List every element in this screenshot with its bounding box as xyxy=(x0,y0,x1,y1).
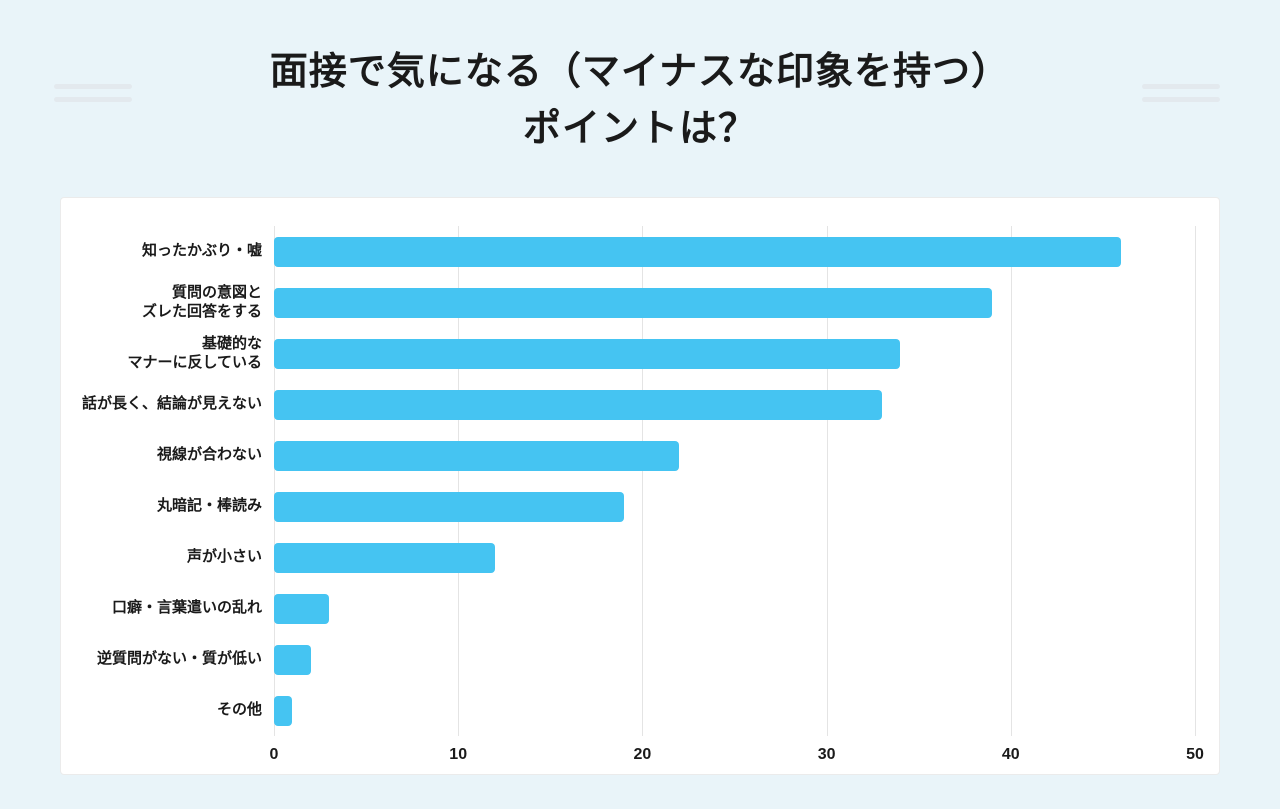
gridline xyxy=(458,226,460,736)
bar-row xyxy=(274,634,1195,685)
chart-card: 知ったかぶり・嘘質問の意図と ズレた回答をする基礎的な マナーに反している話が長… xyxy=(60,197,1220,775)
category-labels: 知ったかぶり・嘘質問の意図と ズレた回答をする基礎的な マナーに反している話が長… xyxy=(71,226,274,736)
title-decor-right xyxy=(1142,84,1220,110)
bar xyxy=(274,644,311,675)
category-label: 話が長く、結論が見えない xyxy=(81,395,262,413)
category-label: 声が小さい xyxy=(186,548,262,566)
x-tick-label: 30 xyxy=(817,746,836,763)
page-title-line2: ポイントは？ xyxy=(522,108,757,150)
category-label: 基礎的な マナーに反している xyxy=(127,334,262,371)
decor-line xyxy=(1142,84,1220,89)
page-header: 面接で気になる（マイナスな印象を持つ） ポイントは？ xyxy=(0,0,1280,158)
bar xyxy=(274,338,901,369)
bar xyxy=(274,440,680,471)
x-tick-label: 40 xyxy=(1001,746,1020,763)
bar xyxy=(274,542,496,573)
category-label: 質問の意図と ズレた回答をする xyxy=(141,283,262,320)
gridline xyxy=(826,226,828,736)
decor-line xyxy=(54,97,132,102)
bar xyxy=(274,491,624,522)
bar xyxy=(274,389,882,420)
bar-row xyxy=(274,379,1195,430)
title-decor-left xyxy=(54,84,132,110)
decor-line xyxy=(1142,97,1220,102)
category-label: その他 xyxy=(216,701,262,719)
page-title-line1: 面接で気になる（マイナスな印象を持つ） xyxy=(269,51,1011,93)
category-label: 丸暗記・棒読み xyxy=(156,497,262,515)
bar-row xyxy=(274,481,1195,532)
x-tick-label: 0 xyxy=(269,746,279,763)
gridline xyxy=(1195,226,1196,736)
decor-line xyxy=(54,84,132,89)
category-label: 口癖・言葉遣いの乱れ xyxy=(111,599,262,617)
bar xyxy=(274,287,993,318)
category-label: 逆質問がない・質が低い xyxy=(96,650,262,668)
bar-row xyxy=(274,226,1195,277)
bar xyxy=(274,695,293,726)
bar-row xyxy=(274,277,1195,328)
bar-row xyxy=(274,532,1195,583)
gridline xyxy=(642,226,644,736)
bar xyxy=(274,593,330,624)
category-label: 視線が合わない xyxy=(156,446,262,464)
x-tick-label: 50 xyxy=(1186,746,1204,763)
category-label: 知ったかぶり・嘘 xyxy=(141,242,262,260)
bar xyxy=(274,236,1122,267)
gridline xyxy=(1010,226,1012,736)
bar-chart: 知ったかぶり・嘘質問の意図と ズレた回答をする基礎的な マナーに反している話が長… xyxy=(61,198,1219,774)
plot-area xyxy=(274,226,1196,736)
gridline xyxy=(274,226,275,736)
x-axis: 0 10 20 30 40 50 xyxy=(270,742,1204,776)
x-tick-label: 20 xyxy=(633,746,652,763)
bar-row xyxy=(274,685,1195,736)
bar-row xyxy=(274,328,1195,379)
bar-row xyxy=(274,583,1195,634)
bar-row xyxy=(274,430,1195,481)
x-tick-label: 10 xyxy=(449,746,468,763)
